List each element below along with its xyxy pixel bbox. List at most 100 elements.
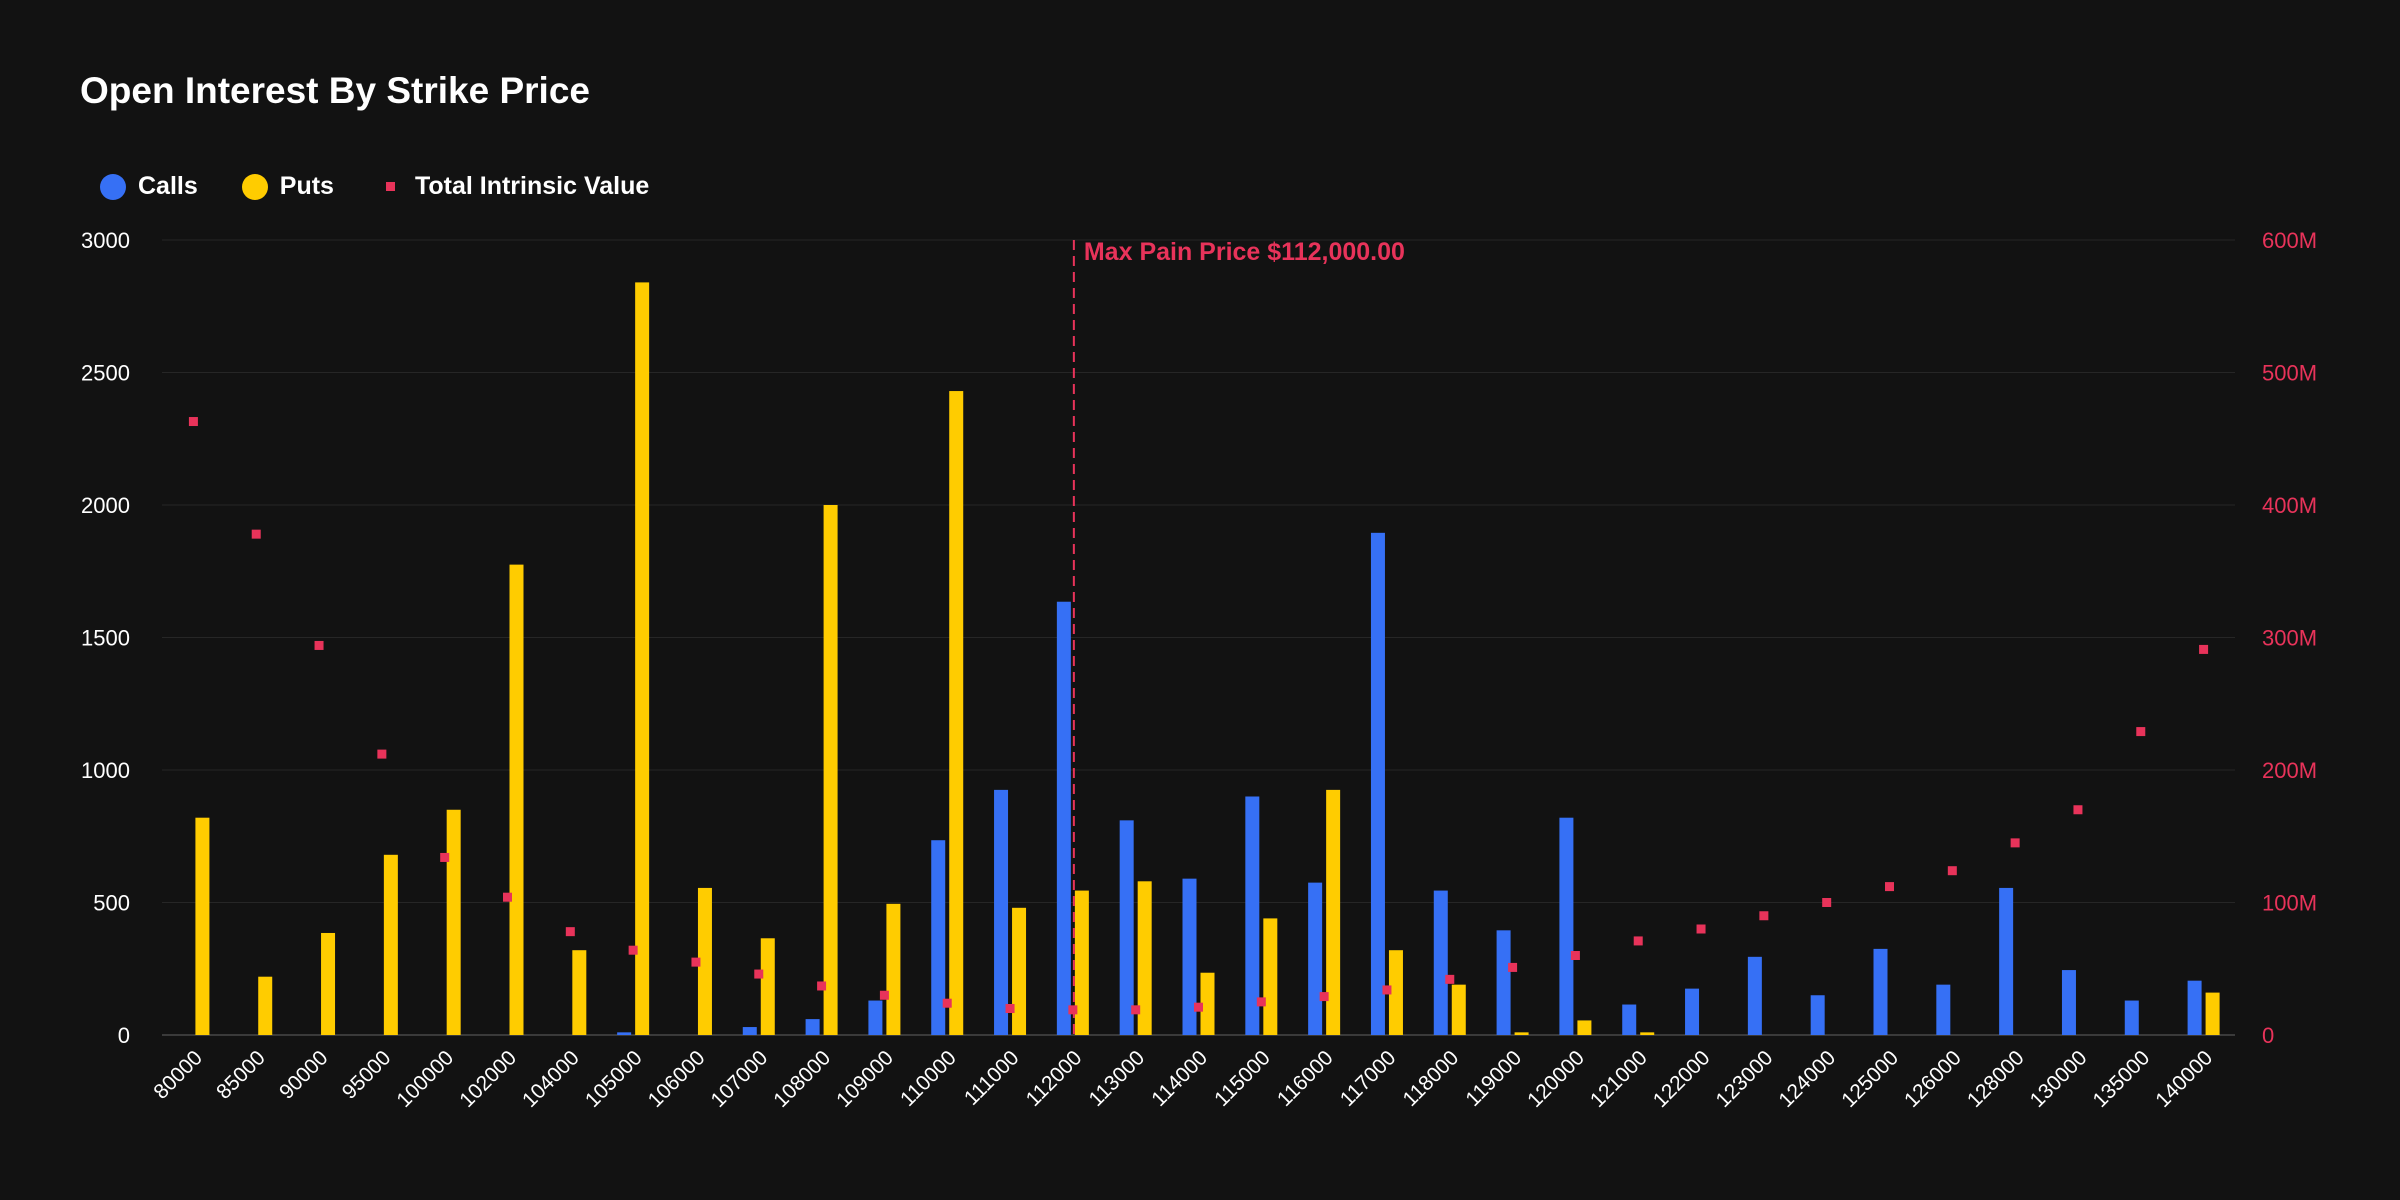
calls-bar [1622, 1004, 1637, 1035]
puts-bar [760, 938, 775, 1035]
tiv-point [1508, 962, 1518, 972]
calls-bar [805, 1019, 820, 1035]
calls-bar [1370, 532, 1385, 1035]
calls-bar [1559, 817, 1574, 1035]
chart-title: Open Interest By Strike Price [80, 70, 590, 111]
tiv-point [1947, 866, 1957, 876]
y-tick-left: 1000 [81, 758, 130, 783]
x-tick: 109000 [832, 1046, 898, 1112]
tiv-point [817, 981, 827, 991]
legend-item-tiv[interactable]: Total Intrinsic Value [378, 172, 649, 201]
tiv-point [1759, 911, 1769, 921]
puts-bar [1640, 1032, 1655, 1035]
tiv-point [314, 640, 324, 650]
puts-bar [1012, 907, 1027, 1035]
puts-bar [195, 817, 210, 1035]
x-tick: 126000 [1900, 1046, 1966, 1112]
legend-tiv-label: Total Intrinsic Value [414, 172, 650, 200]
calls-bar [994, 789, 1009, 1035]
puts-bar [258, 976, 273, 1035]
tiv-point [628, 945, 638, 955]
x-tick: 90000 [275, 1046, 333, 1104]
x-tick: 102000 [455, 1046, 521, 1112]
calls-bar [1433, 890, 1448, 1035]
x-tick: 104000 [518, 1046, 584, 1112]
puts-bar [697, 887, 712, 1035]
legend-item-puts[interactable]: Puts [241, 172, 334, 201]
tiv-point [503, 892, 512, 902]
legend-item-calls[interactable]: Calls [100, 172, 198, 201]
x-tick: 116000 [1273, 1046, 1338, 1111]
tiv-point [2073, 805, 2083, 815]
tiv-point [565, 927, 575, 937]
tiv-point [377, 749, 387, 759]
puts-bar [635, 282, 650, 1035]
y-tick-right: 400M [2262, 493, 2317, 518]
puts-bar [446, 809, 461, 1035]
y-tick-right: 200M [2262, 758, 2317, 783]
x-tick: 122000 [1649, 1046, 1715, 1112]
legend: Calls Puts Total Intrinsic Value [100, 172, 693, 201]
calls-bar [1496, 930, 1511, 1035]
x-tick: 128000 [1963, 1046, 2029, 1112]
x-tick: 110000 [896, 1046, 961, 1111]
puts-bar [886, 903, 901, 1035]
puts-bar [509, 564, 524, 1035]
calls-bar [931, 840, 946, 1035]
tiv-point [1319, 992, 1329, 1002]
x-tick: 115000 [1210, 1046, 1275, 1111]
puts-bar [572, 950, 587, 1035]
tiv-point [1256, 997, 1266, 1007]
x-tick: 140000 [2151, 1046, 2217, 1112]
tiv-point [754, 969, 764, 979]
legend-puts-label: Puts [279, 172, 334, 200]
tiv-point [251, 529, 261, 539]
y-tick-right: 600M [2262, 228, 2317, 253]
calls-bar [2061, 970, 2076, 1035]
calls-bar [1245, 796, 1260, 1035]
puts-bar [1451, 984, 1466, 1035]
x-tick: 130000 [2026, 1046, 2092, 1112]
x-tick: 100000 [392, 1046, 458, 1112]
calls-bar [1747, 956, 1762, 1035]
x-tick: 85000 [212, 1046, 270, 1104]
legend-puts-swatch [241, 173, 268, 200]
calls-bar [868, 1000, 883, 1035]
tiv-point [1382, 985, 1392, 995]
calls-bar [1056, 601, 1071, 1035]
tiv-point [1194, 1002, 1203, 1012]
calls-bar [1873, 948, 1888, 1035]
y-tick-left: 500 [93, 891, 130, 916]
x-tick: 112000 [1022, 1046, 1087, 1111]
x-tick: 95000 [338, 1046, 396, 1104]
calls-bar [1182, 878, 1197, 1035]
x-tick: 119000 [1461, 1046, 1526, 1111]
puts-bar [949, 391, 964, 1035]
x-tick: 114000 [1147, 1046, 1212, 1111]
x-tick: 108000 [769, 1046, 835, 1112]
y-tick-right: 500M [2262, 361, 2317, 386]
puts-bar [383, 854, 398, 1035]
puts-bar [1200, 972, 1215, 1035]
tiv-point [2136, 727, 2146, 737]
y-tick-left: 1500 [81, 626, 130, 651]
x-tick: 123000 [1712, 1046, 1778, 1112]
calls-bar [617, 1032, 632, 1035]
calls-bar [1308, 882, 1323, 1035]
legend-tiv-swatch [385, 182, 395, 191]
puts-bar [1388, 950, 1403, 1035]
x-tick: 118000 [1399, 1046, 1464, 1111]
tiv-point [1822, 898, 1832, 907]
y-tick-right: 100M [2262, 891, 2317, 916]
tiv-point [1570, 951, 1580, 960]
puts-bar [1074, 890, 1089, 1035]
y-tick-right: 0 [2262, 1023, 2274, 1048]
y-tick-left: 3000 [81, 228, 130, 253]
tiv-point [1885, 882, 1894, 892]
tiv-point [188, 417, 198, 427]
legend-calls-swatch [100, 173, 126, 200]
calls-bar [1685, 988, 1700, 1035]
x-tick: 124000 [1774, 1046, 1840, 1112]
y-tick-left: 2500 [81, 361, 130, 386]
